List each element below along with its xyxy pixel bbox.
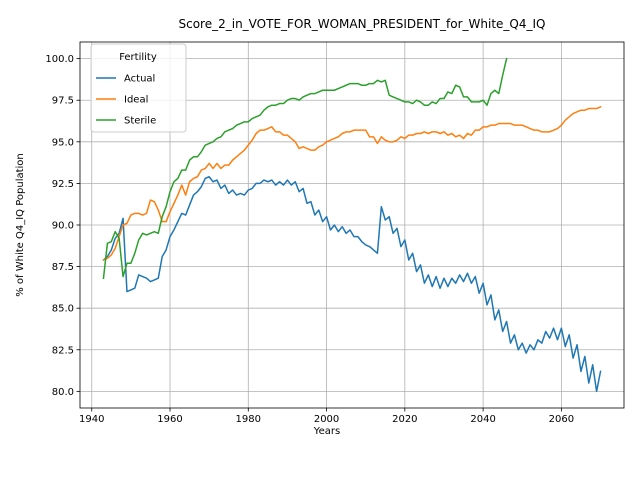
series-line-sterile [102,57,508,280]
x-tick-label: 1940 [79,414,104,425]
x-tick-label: 1980 [236,414,261,425]
y-axis-ticks: 80.0 82.5 85.0 87.5 90.0 92.5 95.0 97.5 100.0 [45,54,80,398]
legend-label-actual: Actual [124,74,155,85]
x-axis-ticks: 1940 1960 1980 2000 2020 2040 2060 [79,408,574,425]
legend-box [90,43,187,133]
data-series [102,57,602,393]
legend-label-sterile: Sterile [124,116,156,127]
y-tick-label: 80.0 [52,387,74,398]
y-tick-label: 87.5 [52,262,74,273]
x-tick-label: 1960 [157,414,182,425]
legend-title: Fertility [119,52,157,63]
x-axis-label: Years [313,426,340,437]
y-tick-label: 95.0 [52,137,74,148]
chart-title: Score_2_in_VOTE_FOR_WOMAN_PRESIDENT_for_… [179,17,546,31]
y-tick-label: 97.5 [52,96,74,107]
grid-lines [80,42,624,408]
y-tick-label: 90.0 [52,221,74,232]
y-tick-label: 92.5 [52,179,74,190]
y-tick-label: 82.5 [52,345,74,356]
series-line-ideal [102,105,602,261]
legend-label-ideal: Ideal [124,95,148,106]
x-tick-label: 2000 [314,414,339,425]
legend-items: Actual Ideal Sterile [96,74,156,127]
y-axis-label: % of White Q4_IQ Population [15,153,26,297]
x-tick-label: 2060 [549,414,574,425]
y-tick-label: 100.0 [45,54,74,65]
y-tick-label: 85.0 [52,304,74,315]
x-tick-label: 2020 [392,414,417,425]
series-line-actual [102,176,602,393]
legend: Fertility Actual Ideal Sterile [90,43,187,133]
x-tick-label: 2040 [470,414,495,425]
